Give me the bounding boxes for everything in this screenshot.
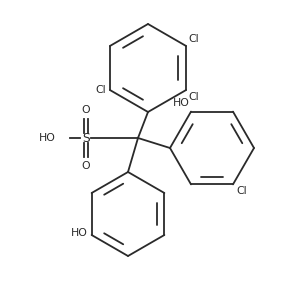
Text: O: O (82, 105, 90, 115)
Text: O: O (82, 161, 90, 171)
Text: HO: HO (173, 98, 190, 108)
Text: Cl: Cl (95, 85, 106, 95)
Text: HO: HO (71, 228, 88, 238)
Text: HO: HO (39, 133, 56, 143)
Text: S: S (82, 131, 90, 144)
Text: Cl: Cl (188, 34, 199, 44)
Text: Cl: Cl (236, 186, 246, 196)
Text: Cl: Cl (188, 92, 199, 102)
